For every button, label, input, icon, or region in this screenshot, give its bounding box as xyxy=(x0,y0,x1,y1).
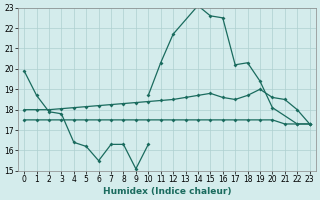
X-axis label: Humidex (Indice chaleur): Humidex (Indice chaleur) xyxy=(103,187,231,196)
